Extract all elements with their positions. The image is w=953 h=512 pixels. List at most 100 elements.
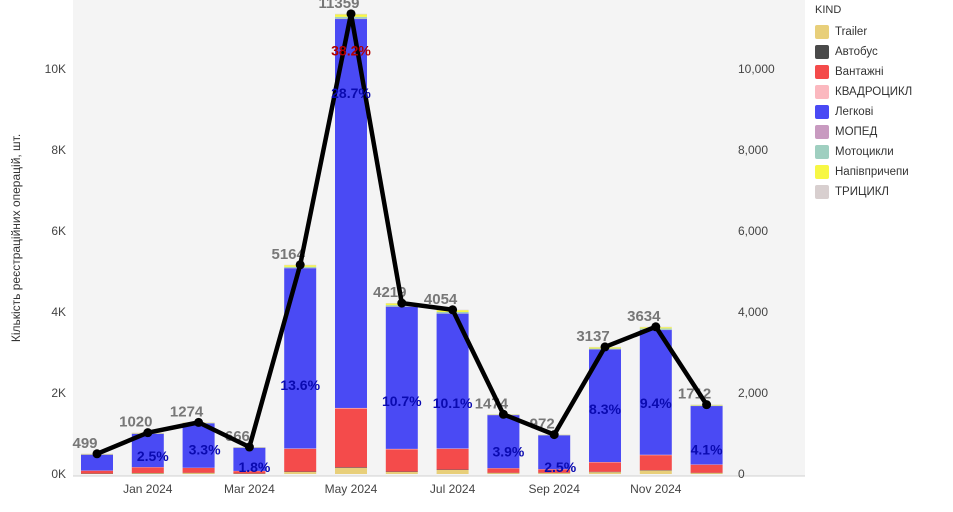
share-label: 10.1% xyxy=(433,395,473,411)
line-point xyxy=(143,428,153,438)
bar-segment xyxy=(639,455,672,471)
bar-segment xyxy=(182,472,215,474)
bar-segment xyxy=(589,462,621,472)
legend-label: Автобус xyxy=(835,46,878,58)
y-tick-label: 8K xyxy=(51,143,66,157)
legend-swatch xyxy=(815,145,829,159)
y-right-tick-label: 2,000 xyxy=(738,386,768,400)
bar-segment xyxy=(284,268,317,449)
bar-segment xyxy=(589,472,621,474)
bar-segment xyxy=(690,405,723,465)
y-right-tick-label: 6,000 xyxy=(738,224,768,238)
bar-segment xyxy=(131,473,164,474)
share-label: 8.3% xyxy=(589,401,621,417)
legend-label: Trailer xyxy=(835,26,868,38)
share-label: 2.5% xyxy=(137,448,169,464)
y-right-tick-label: 10,000 xyxy=(738,62,775,76)
legend-item[interactable]: Автобус xyxy=(815,42,950,62)
share-label: 3.3% xyxy=(189,442,221,458)
legend-title: KIND xyxy=(815,4,842,16)
total-label: 4054 xyxy=(424,291,458,308)
chart: 0K 0 2K 2,000 4K 4,000 6K 6,000 8K 8,000 10K 10,000… xyxy=(9,0,805,496)
share-label: 10.7% xyxy=(382,393,422,409)
bar-segment xyxy=(182,423,215,468)
y-tick-label: 6K xyxy=(51,224,66,238)
legend-item[interactable]: Мотоцикли xyxy=(815,142,950,162)
legend: KIND Trailer Автобус Вантажні КВАДРОЦИКЛ Лег… xyxy=(815,0,950,202)
share-label: 1.8% xyxy=(238,459,270,475)
bar-segment xyxy=(385,471,418,474)
legend-label: ТРИЦИКЛ xyxy=(835,186,889,198)
total-label: 666 xyxy=(225,428,250,445)
share-label: 9.4% xyxy=(640,395,672,411)
line-point xyxy=(448,305,458,315)
line-point xyxy=(295,260,305,270)
total-label: 5164 xyxy=(272,246,306,263)
legend-swatch xyxy=(815,65,829,79)
bar-segment xyxy=(487,415,520,469)
y-right-tick-label: 4,000 xyxy=(738,305,768,319)
y-right-tick-label: 0 xyxy=(738,467,745,481)
legend-label: КВАДРОЦИКЛ xyxy=(835,86,913,98)
bar-segment xyxy=(182,467,215,473)
total-label: 3137 xyxy=(576,328,609,345)
total-label: 3634 xyxy=(627,308,661,325)
y-tick-label: 10K xyxy=(45,62,66,76)
x-tick-label: Mar 2024 xyxy=(224,482,275,496)
bar-segment xyxy=(385,306,418,449)
legend-item[interactable]: МОПЕД xyxy=(815,122,950,142)
bar-segment xyxy=(335,407,367,409)
line-point xyxy=(498,409,508,419)
legend-swatch xyxy=(815,165,829,179)
x-tick-label: May 2024 xyxy=(325,482,378,496)
line-point xyxy=(346,9,356,19)
y-tick-label: 0K xyxy=(51,467,66,481)
legend-label: Напівпричепи xyxy=(835,166,909,178)
total-label: 11359 xyxy=(319,0,360,12)
legend-item[interactable]: Напівпричепи xyxy=(815,162,950,182)
share-label: 38.2% xyxy=(331,43,371,59)
legend-label: Вантажні xyxy=(835,66,884,78)
legend-item[interactable]: Легкові xyxy=(815,102,950,122)
bar-segment xyxy=(284,471,317,474)
bar-segment xyxy=(284,448,317,472)
total-label: 1020 xyxy=(119,414,152,431)
legend-swatch xyxy=(815,125,829,139)
right-axis-panel xyxy=(730,0,805,476)
line-point xyxy=(600,342,610,352)
y-tick-label: 4K xyxy=(51,305,66,319)
legend-item[interactable]: Вантажні xyxy=(815,62,950,82)
line-point xyxy=(397,298,407,308)
bar-segment xyxy=(81,470,113,474)
bar-segment xyxy=(131,467,164,473)
line-point xyxy=(549,430,559,440)
y-tick-label: 2K xyxy=(51,386,66,400)
line-point xyxy=(651,322,661,332)
legend-label: МОПЕД xyxy=(835,126,878,138)
bar-segment xyxy=(385,449,418,472)
bar-segment xyxy=(436,448,469,470)
bar-segment xyxy=(81,454,113,471)
line-point xyxy=(92,449,102,459)
legend-swatch xyxy=(815,105,829,119)
bar-segment xyxy=(233,447,266,471)
bar-segment xyxy=(639,329,672,455)
bar-segment xyxy=(233,471,266,474)
line-point xyxy=(244,442,254,452)
legend-item[interactable]: ТРИЦИКЛ xyxy=(815,182,950,202)
share-label: 4.1% xyxy=(691,442,723,458)
x-tick-label: Jan 2024 xyxy=(123,482,173,496)
bar-segment xyxy=(487,468,520,473)
bar-segment xyxy=(538,435,571,470)
legend-item[interactable]: КВАДРОЦИКЛ xyxy=(815,82,950,102)
bar-segment xyxy=(639,470,672,474)
legend-item[interactable]: Trailer xyxy=(815,22,950,42)
bar-segment xyxy=(335,467,367,474)
x-tick-label: Nov 2024 xyxy=(630,482,682,496)
bar-segment xyxy=(335,467,367,468)
bar-segment xyxy=(690,472,723,474)
legend-swatch xyxy=(815,185,829,199)
legend-label: Мотоцикли xyxy=(835,146,894,158)
y-axis-title: Кількість реєстраційних операцій, шт. xyxy=(9,134,23,342)
bar-segment xyxy=(538,472,571,474)
